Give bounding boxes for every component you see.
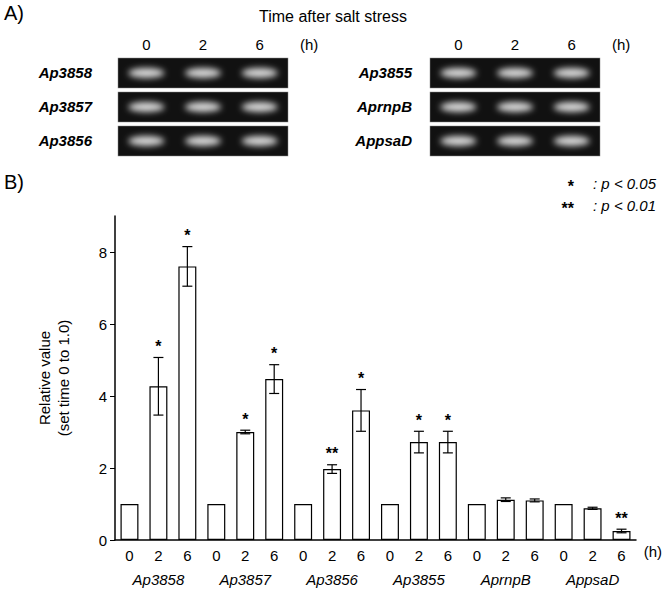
svg-text:6: 6 <box>357 547 365 564</box>
svg-text:B): B) <box>4 171 24 193</box>
svg-text:2: 2 <box>502 547 510 564</box>
svg-text:2: 2 <box>511 36 519 53</box>
svg-text:Ap3856: Ap3856 <box>38 132 93 149</box>
svg-text:(h): (h) <box>612 36 630 53</box>
svg-text:2: 2 <box>241 547 249 564</box>
svg-text:6: 6 <box>270 547 278 564</box>
svg-text:6: 6 <box>444 547 452 564</box>
svg-text:2: 2 <box>328 547 336 564</box>
svg-text:AppsaD: AppsaD <box>565 571 620 588</box>
svg-text:Ap3855: Ap3855 <box>358 64 413 81</box>
svg-text:(h): (h) <box>300 36 318 53</box>
svg-text:Ap3858: Ap3858 <box>38 64 93 81</box>
svg-text:**: ** <box>615 510 628 527</box>
svg-text:AprnpB: AprnpB <box>356 98 412 115</box>
svg-text:Ap3856: Ap3856 <box>305 571 358 588</box>
svg-text:6: 6 <box>99 316 107 333</box>
svg-text:*: * <box>242 411 249 428</box>
svg-text:0: 0 <box>299 547 307 564</box>
svg-text:0: 0 <box>212 547 220 564</box>
svg-text:2: 2 <box>415 547 423 564</box>
svg-text:2: 2 <box>154 547 162 564</box>
svg-text:(h): (h) <box>644 543 662 560</box>
svg-text:6: 6 <box>617 547 625 564</box>
svg-text:0: 0 <box>386 547 394 564</box>
svg-text:: p < 0.01: : p < 0.01 <box>593 197 656 214</box>
svg-text:2: 2 <box>99 460 107 477</box>
svg-text:0: 0 <box>559 547 567 564</box>
svg-text:AprnpB: AprnpB <box>480 571 531 588</box>
svg-text:Ap3857: Ap3857 <box>218 571 271 588</box>
svg-text:Ap3855: Ap3855 <box>392 571 445 588</box>
svg-text:AppsaD: AppsaD <box>354 132 412 149</box>
svg-text:(set time 0 to 1.0): (set time 0 to 1.0) <box>55 320 72 437</box>
svg-text:*: * <box>271 345 278 362</box>
svg-text:**: ** <box>326 445 339 462</box>
svg-text:0: 0 <box>99 532 107 549</box>
svg-text:4: 4 <box>99 388 107 405</box>
svg-text:: p < 0.05: : p < 0.05 <box>593 175 657 192</box>
svg-text:0: 0 <box>473 547 481 564</box>
svg-text:Time after salt stress: Time after salt stress <box>259 8 407 25</box>
svg-text:*: * <box>358 370 365 387</box>
svg-text:Ap3858: Ap3858 <box>132 571 185 588</box>
svg-text:Ap3857: Ap3857 <box>38 98 93 115</box>
svg-text:0: 0 <box>125 547 133 564</box>
svg-text:**: ** <box>562 200 575 217</box>
svg-text:Relative value: Relative value <box>36 331 53 425</box>
svg-text:6: 6 <box>567 36 575 53</box>
svg-text:2: 2 <box>588 547 596 564</box>
svg-text:A): A) <box>4 2 24 24</box>
svg-text:0: 0 <box>454 36 462 53</box>
svg-text:6: 6 <box>183 547 191 564</box>
svg-text:*: * <box>568 178 575 195</box>
svg-text:0: 0 <box>142 36 150 53</box>
svg-text:2: 2 <box>199 36 207 53</box>
svg-text:6: 6 <box>255 36 263 53</box>
svg-text:*: * <box>445 412 452 429</box>
svg-text:*: * <box>155 338 162 355</box>
svg-text:*: * <box>184 227 191 244</box>
svg-text:*: * <box>416 412 423 429</box>
svg-text:8: 8 <box>99 244 107 261</box>
svg-text:6: 6 <box>531 547 539 564</box>
